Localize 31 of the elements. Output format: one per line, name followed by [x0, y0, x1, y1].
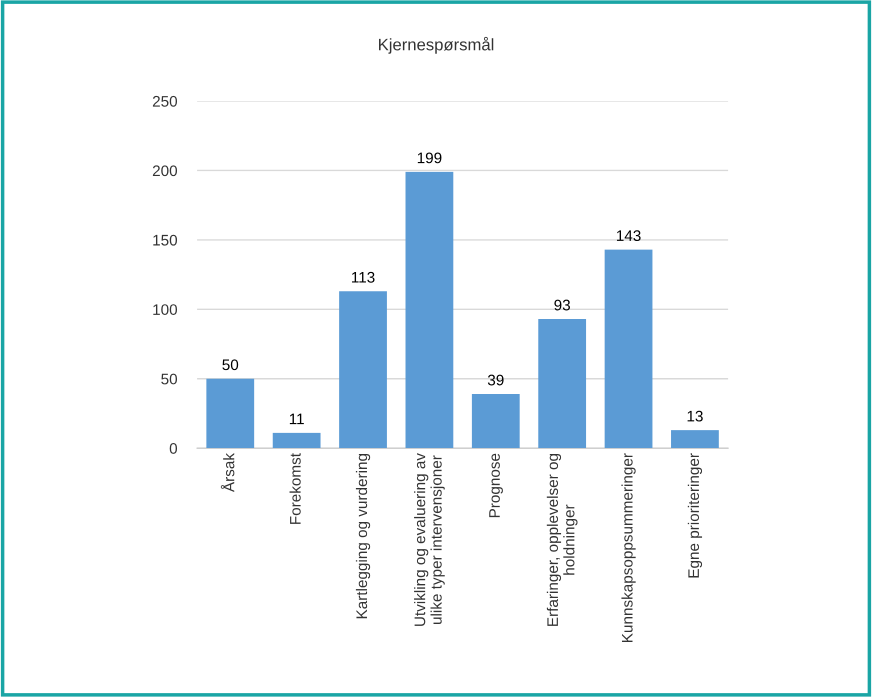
- y-tick-label: 200: [152, 165, 178, 176]
- x-tick-label: Egne prioriteringer: [688, 453, 702, 578]
- bar: [472, 394, 520, 448]
- data-label: 50: [222, 359, 238, 370]
- bar: [339, 291, 387, 448]
- data-label: 113: [352, 272, 375, 283]
- x-tick-label: Prognose: [489, 454, 503, 518]
- data-label: 13: [688, 410, 703, 422]
- y-tick-label: 100: [153, 304, 178, 316]
- x-tick-label: Årsak: [220, 453, 234, 492]
- data-label: 11: [290, 414, 304, 424]
- y-tick-label: 0: [170, 443, 178, 454]
- x-tick-label: Erfaringer, opplevelser og holdninger: [546, 454, 578, 626]
- x-tick-label: Utvikling og evaluering av ulike typer intervensjoner: [414, 453, 445, 626]
- y-tick-label: 50: [161, 374, 178, 384]
- chart-title: Kjernespørsmål: [379, 36, 494, 54]
- data-label: 199: [418, 152, 442, 164]
- data-label: 93: [554, 300, 570, 310]
- data-label: 39: [488, 374, 504, 386]
- y-tick-label: 250: [152, 96, 178, 107]
- bar: [406, 172, 454, 448]
- x-tick-label: Kartlegging og vurdering: [356, 454, 370, 618]
- bar: [206, 378, 254, 448]
- x-tick-label: Kunnskapsoppsummeringer: [621, 453, 636, 642]
- data-label: 143: [616, 230, 641, 242]
- bar: [604, 250, 652, 448]
- bar: [272, 432, 321, 448]
- bar: [671, 430, 719, 448]
- x-tick-label: Forekomst: [290, 453, 301, 524]
- bar: [538, 319, 586, 448]
- y-tick-label: 150: [153, 234, 178, 246]
